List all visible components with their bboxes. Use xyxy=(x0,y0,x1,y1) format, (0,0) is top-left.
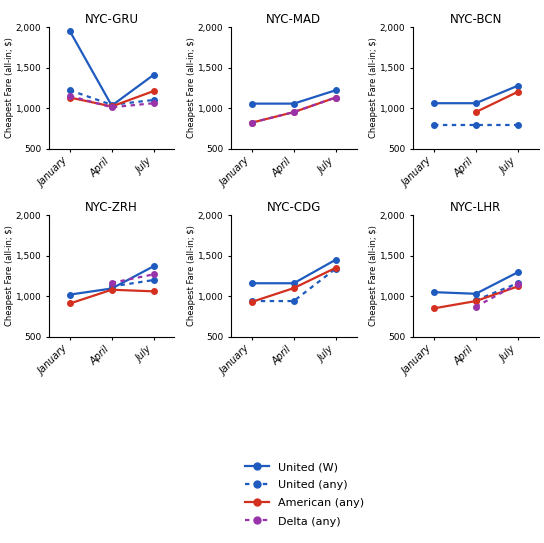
Title: NYC-CDG: NYC-CDG xyxy=(267,201,321,214)
Y-axis label: Cheapest Fare (all-in; $): Cheapest Fare (all-in; $) xyxy=(187,37,196,138)
Title: NYC-BCN: NYC-BCN xyxy=(449,13,502,26)
Y-axis label: Cheapest Fare (all-in; $): Cheapest Fare (all-in; $) xyxy=(369,37,378,138)
Y-axis label: Cheapest Fare (all-in; $): Cheapest Fare (all-in; $) xyxy=(187,225,196,326)
Title: NYC-ZRH: NYC-ZRH xyxy=(85,201,138,214)
Title: NYC-LHR: NYC-LHR xyxy=(450,201,502,214)
Y-axis label: Cheapest Fare (all-in; $): Cheapest Fare (all-in; $) xyxy=(5,37,14,138)
Title: NYC-MAD: NYC-MAD xyxy=(266,13,322,26)
Legend: United (W), United (any), American (any), Delta (any): United (W), United (any), American (any)… xyxy=(245,461,364,527)
Title: NYC-GRU: NYC-GRU xyxy=(85,13,139,26)
Y-axis label: Cheapest Fare (all-in; $): Cheapest Fare (all-in; $) xyxy=(5,225,14,326)
Y-axis label: Cheapest Fare (all-in; $): Cheapest Fare (all-in; $) xyxy=(369,225,378,326)
